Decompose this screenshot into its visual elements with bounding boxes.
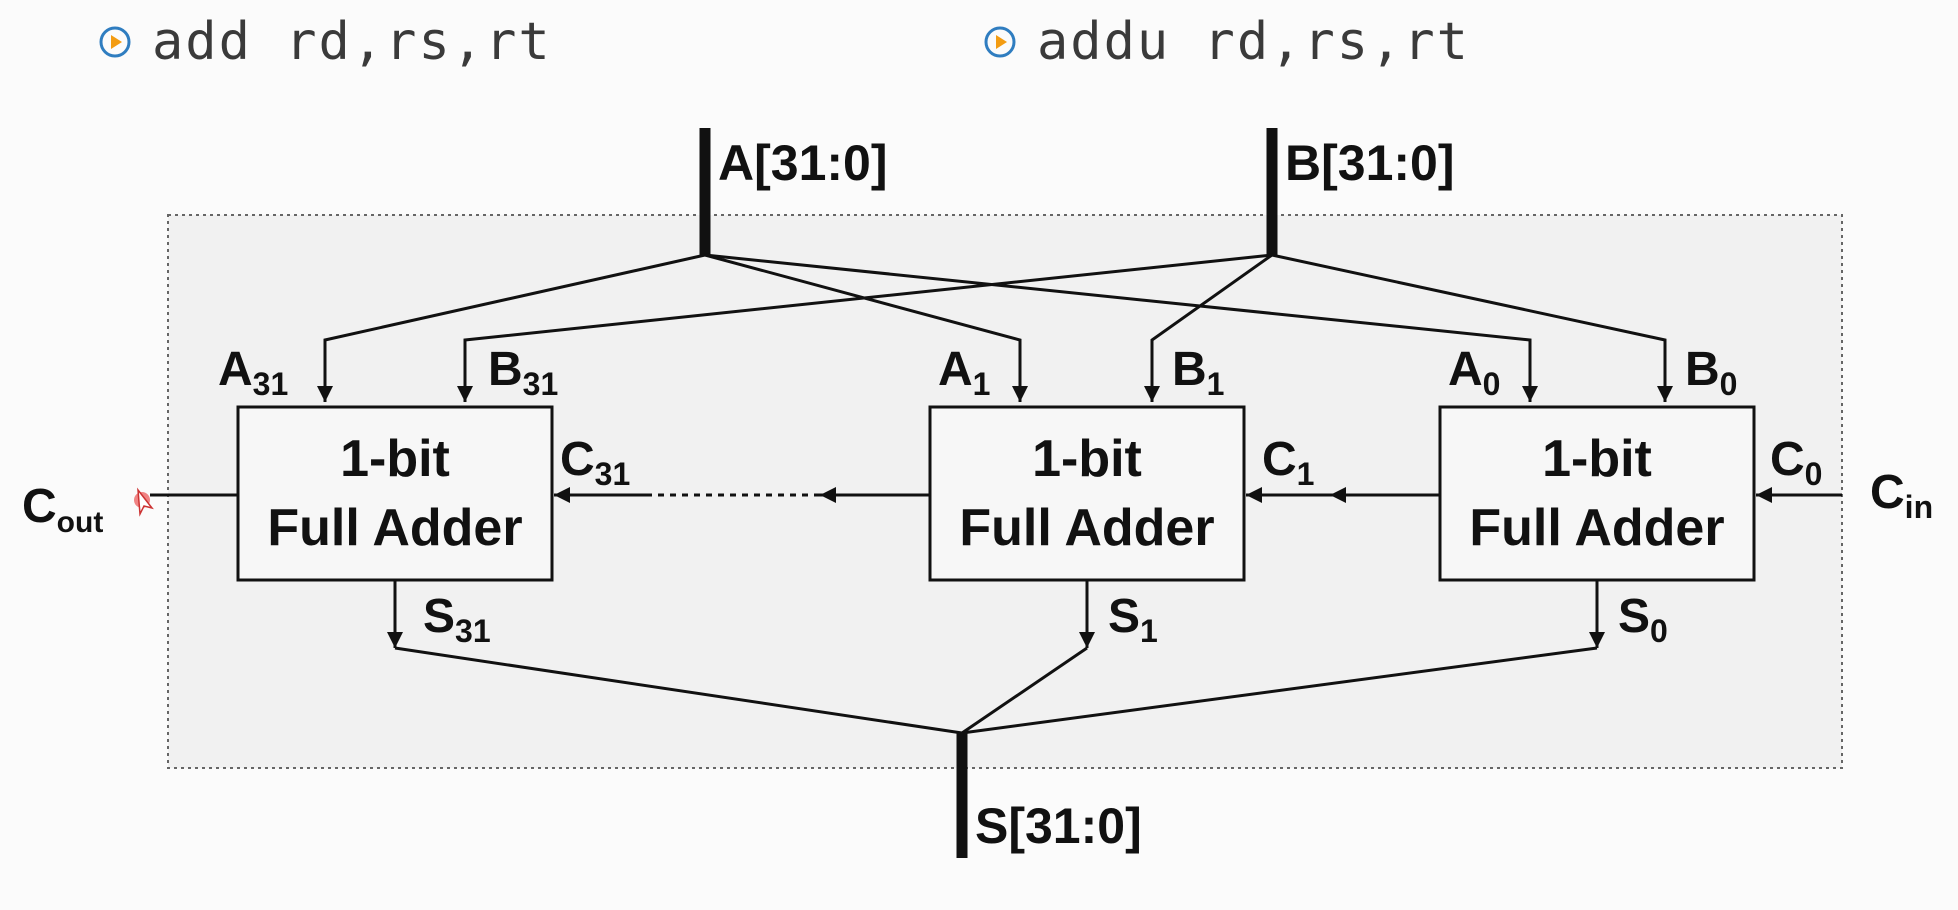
full-adder-0: 1-bit Full Adder	[1438, 405, 1756, 582]
adder-1-input-labels: A1 B1	[938, 343, 1224, 402]
full-adder-31: 1-bit Full Adder	[236, 405, 554, 582]
svg-text:A0: A0	[1448, 343, 1500, 402]
play-circle-icon[interactable]	[983, 25, 1017, 59]
carry-31-label: C31	[560, 433, 630, 492]
carry-in-label: Cin	[1870, 466, 1933, 525]
adder-0-input-labels: A0 B0	[1448, 343, 1737, 402]
instruction-text: addu rd,rs,rt	[1037, 12, 1470, 72]
a-fanout-wires	[317, 253, 1538, 402]
svg-text:B0: B0	[1685, 343, 1737, 402]
a-bus-label: A[31:0]	[718, 135, 887, 191]
adder-31-input-labels: A31 B31	[218, 343, 558, 402]
svg-text:B1: B1	[1172, 343, 1224, 402]
b-fanout-wires	[457, 253, 1673, 402]
sum-0-label: S0	[1618, 590, 1668, 649]
svg-text:1-bit: 1-bit	[1032, 430, 1142, 488]
instruction-add: add rd,rs,rt	[98, 12, 552, 72]
svg-text:A1: A1	[938, 343, 990, 402]
b-bus-label: B[31:0]	[1285, 135, 1454, 191]
svg-text:1-bit: 1-bit	[340, 430, 450, 488]
svg-text:Full Adder: Full Adder	[959, 499, 1214, 557]
carry-out-label: Cout	[22, 480, 103, 539]
full-adder-1: 1-bit Full Adder	[928, 405, 1246, 582]
play-circle-icon[interactable]	[98, 25, 132, 59]
sum-1-label: S1	[1108, 590, 1158, 649]
s-bus-label: S[31:0]	[975, 798, 1142, 854]
svg-text:Full Adder: Full Adder	[267, 499, 522, 557]
svg-text:1-bit: 1-bit	[1542, 430, 1652, 488]
cursor-pointer-icon	[134, 487, 154, 517]
instruction-addu: addu rd,rs,rt	[983, 12, 1470, 72]
sum-31-label: S31	[423, 590, 491, 649]
svg-text:B31: B31	[488, 343, 558, 402]
sum-output-wires	[387, 580, 1605, 735]
instruction-text: add rd,rs,rt	[152, 12, 552, 72]
carry-0-label: C0	[1770, 433, 1822, 492]
svg-text:A31: A31	[218, 343, 288, 402]
carry-1-label: C1	[1262, 433, 1314, 492]
svg-text:Full Adder: Full Adder	[1469, 499, 1724, 557]
